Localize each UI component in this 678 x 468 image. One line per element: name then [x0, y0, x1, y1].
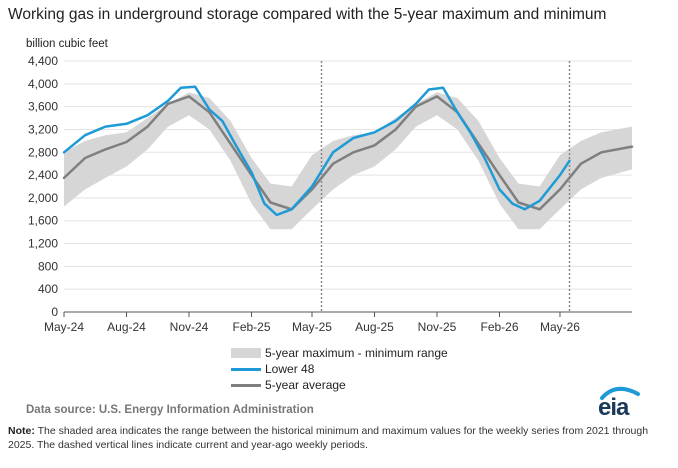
legend-swatch-range [231, 348, 261, 358]
x-tick-label: May-24 [44, 320, 84, 334]
y-tick-label: 4,400 [28, 54, 58, 68]
legend-item-lower48: Lower 48 [231, 361, 448, 377]
legend-swatch-lower48 [231, 367, 261, 371]
chart-title: Working gas in underground storage compa… [8, 6, 607, 23]
range-band [64, 92, 632, 230]
eia-logo-arc-icon [600, 386, 640, 400]
legend-item-range: 5-year maximum - minimum range [231, 345, 448, 361]
data-source: Data source: U.S. Energy Information Adm… [26, 404, 314, 416]
note-text: The shaded area indicates the range betw… [8, 425, 649, 451]
note-label: Note: [8, 425, 35, 437]
plot-area [62, 61, 634, 312]
legend-item-average: 5-year average [231, 377, 448, 393]
legend-label-lower48: Lower 48 [265, 362, 315, 376]
y-tick-label: 2,400 [28, 168, 58, 182]
legend-label-average: 5-year average [265, 378, 346, 392]
x-tick-label: Aug-24 [107, 320, 146, 334]
lower48-line [62, 85, 571, 217]
eia-logo: eia [594, 384, 646, 421]
legend-label-range: 5-year maximum - minimum range [265, 346, 448, 360]
x-tick-label: Feb-26 [480, 320, 518, 334]
y-tick-label: 0 [51, 305, 58, 319]
x-tick-labels: May-24 Aug-24 Nov-24 Feb-25 May-25 Aug-25 Nov-… [44, 320, 580, 334]
y-tick-labels: 0 400 800 1,200 1,600 2,000 2,400 2,800 3,200 3,6… [28, 54, 58, 319]
y-tick-label: 1,600 [28, 214, 58, 228]
storage-chart: 0 400 800 1,200 1,600 2,000 2,400 2,800 3,200 3,6… [28, 54, 634, 334]
y-tick-label: 400 [38, 282, 58, 296]
y-tick-label: 4,000 [28, 77, 58, 91]
x-tick-label: Nov-25 [418, 320, 457, 334]
y-axis-units: billion cubic feet [26, 38, 108, 50]
legend: 5-year maximum - minimum range Lower 48 … [231, 345, 448, 393]
x-tick-label: Feb-25 [233, 320, 271, 334]
x-tick-label: May-26 [540, 320, 580, 334]
x-tick-label: Aug-25 [355, 320, 394, 334]
y-tick-label: 1,200 [28, 237, 58, 251]
y-tick-label: 2,000 [28, 191, 58, 205]
y-tick-label: 3,200 [28, 122, 58, 136]
y-tick-label: 800 [38, 259, 58, 273]
x-tick-label: Nov-24 [170, 320, 209, 334]
gridlines [63, 60, 632, 317]
y-tick-label: 2,800 [28, 145, 58, 159]
chart-note: Note: The shaded area indicates the rang… [8, 424, 668, 452]
x-tick-label: May-25 [292, 320, 332, 334]
eia-logo-text: eia [598, 394, 629, 421]
legend-swatch-average [231, 383, 261, 387]
y-tick-label: 3,600 [28, 100, 58, 114]
